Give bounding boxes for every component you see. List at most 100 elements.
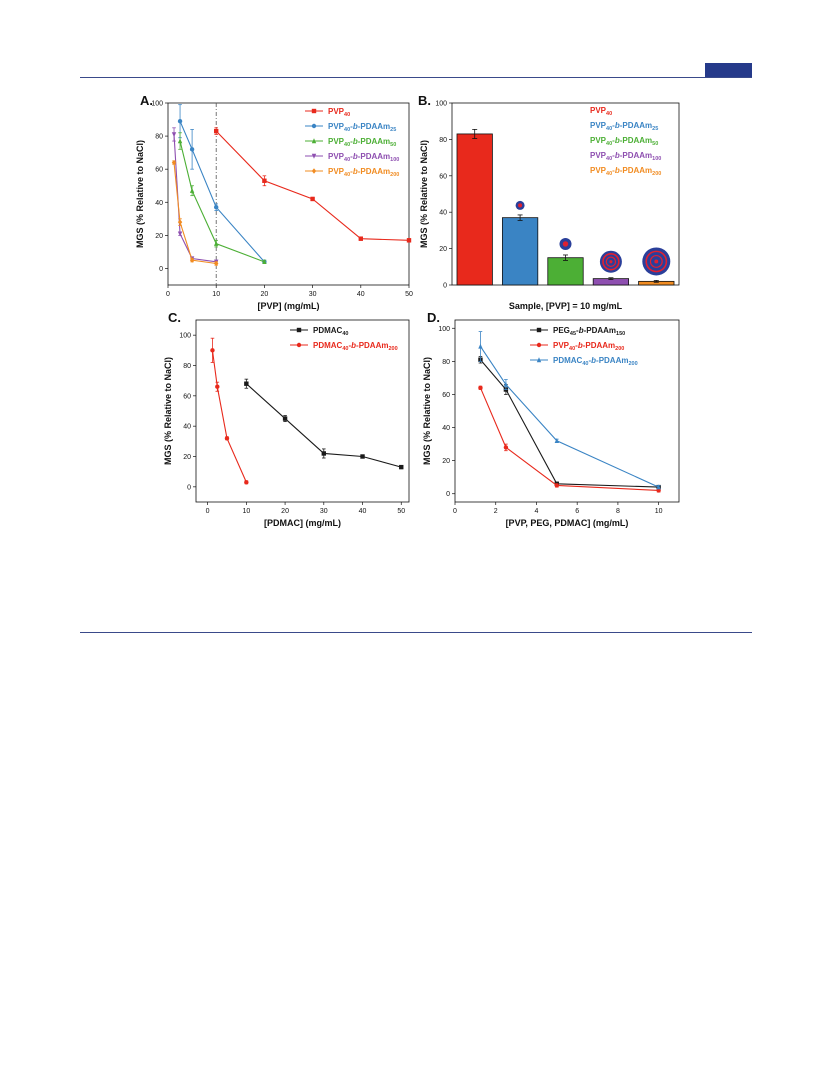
- legend-label: PVP40-b-PDAAm50: [328, 137, 396, 148]
- y-tick-label: 0: [187, 484, 191, 491]
- data-point: [177, 119, 183, 124]
- panel-a: A. 0 20 40 60 80 100 0 10 20 30 40 50 [PVP] (mg/mL) MG…: [135, 93, 413, 311]
- panel-label: A.: [140, 93, 153, 108]
- data-point: [399, 464, 404, 470]
- legend-marker: [311, 123, 317, 129]
- data-point: [321, 451, 326, 456]
- panel-c: C. 0 20 40 60 80 100 0 10 20 30 40 50 [PDMAC] (mg/mL)…: [163, 310, 410, 528]
- panel-label: D.: [427, 310, 440, 325]
- data-point: [358, 236, 363, 241]
- data-point: [554, 483, 560, 488]
- legend-label: PVP40: [590, 106, 612, 117]
- vesicle-core-icon: [609, 260, 613, 264]
- data-point: [214, 128, 219, 134]
- x-axis-label: Sample, [PVP] = 10 mg/mL: [509, 301, 623, 311]
- micelle-core-icon: [518, 203, 523, 208]
- y-tick-label: 60: [183, 393, 191, 400]
- legend-label: PVP40-b-PDAAm50: [590, 136, 658, 147]
- y-tick-label: 20: [442, 458, 450, 465]
- data-point: [244, 480, 249, 485]
- legend-marker: [311, 138, 317, 144]
- bar: [547, 257, 584, 286]
- data-point: [214, 240, 219, 246]
- x-tick-label: 0: [206, 508, 210, 515]
- legend-label: PDMAC40: [313, 326, 348, 337]
- y-tick-label: 100: [438, 326, 450, 333]
- data-point: [189, 257, 195, 263]
- legend-label: PEG45-b-PDAAm150: [553, 326, 625, 337]
- data-point: [244, 381, 249, 386]
- x-tick-label: 0: [166, 291, 170, 298]
- y-axis-label: MGS (% Relative to NaCl): [135, 140, 145, 248]
- data-point: [189, 147, 195, 152]
- x-tick-label: 10: [655, 508, 663, 515]
- y-axis-label: MGS (% Relative to NaCl): [163, 357, 173, 465]
- x-axis-label: [PVP, PEG, PDMAC] (mg/mL): [506, 518, 629, 528]
- data-point: [554, 438, 560, 443]
- x-tick-label: 8: [616, 508, 620, 515]
- y-axis-label: MGS (% Relative to NaCl): [422, 357, 432, 465]
- x-tick-label: 20: [261, 291, 269, 298]
- legend-label: PVP40-b-PDAAm200: [553, 341, 624, 352]
- series-line: [215, 130, 410, 241]
- series-line: [479, 387, 659, 491]
- legend-label: PDMAC40-b-PDAAm200: [553, 356, 638, 367]
- legend-label: PVP40-b-PDAAm100: [590, 151, 661, 162]
- data-point: [310, 196, 315, 202]
- legend-marker: [536, 327, 542, 333]
- series-line: [173, 134, 217, 263]
- data-point: [210, 348, 215, 353]
- y-tick-label: 100: [435, 101, 447, 108]
- series-line: [173, 162, 217, 265]
- x-tick-label: 2: [494, 508, 498, 515]
- bar: [501, 217, 539, 286]
- legend-label: PVP40-b-PDAAm200: [328, 167, 399, 178]
- x-tick-label: 50: [397, 508, 405, 515]
- plot-frame: [454, 319, 680, 503]
- plot-frame: [167, 102, 410, 286]
- data-point: [656, 488, 661, 493]
- y-tick-label: 20: [439, 246, 447, 253]
- data-point: [177, 138, 183, 144]
- vesicle-membrane-icon: [605, 256, 617, 267]
- header-rule: [80, 77, 752, 78]
- legend-label: PDMAC40-b-PDAAm200: [313, 341, 398, 352]
- y-tick-label: 40: [439, 210, 447, 217]
- data-point: [171, 132, 177, 138]
- data-point: [262, 178, 267, 183]
- y-tick-label: 80: [155, 134, 163, 141]
- data-point: [360, 454, 365, 459]
- legend-marker: [536, 342, 542, 348]
- legend-marker: [536, 357, 542, 363]
- x-axis-label: [PDMAC] (mg/mL): [264, 518, 341, 528]
- panel-label: C.: [168, 310, 181, 325]
- vesicle-membrane-icon: [649, 254, 663, 268]
- legend-marker: [311, 153, 317, 159]
- data-point: [214, 260, 219, 267]
- footer-rule: [80, 632, 752, 633]
- x-tick-label: 30: [309, 291, 317, 298]
- y-tick-label: 40: [183, 424, 191, 431]
- y-tick-label: 60: [439, 173, 447, 180]
- micelle-core-icon: [562, 241, 569, 247]
- y-tick-label: 80: [442, 359, 450, 366]
- legend-label: PVP40: [328, 107, 350, 118]
- y-tick-label: 0: [446, 491, 450, 498]
- data-point: [189, 187, 195, 193]
- legend-marker: [296, 342, 302, 348]
- legend-label: PVP40-b-PDAAm25: [328, 122, 396, 133]
- legend-label: PVP40-b-PDAAm100: [328, 152, 399, 163]
- data-point: [503, 381, 509, 387]
- x-tick-label: 50: [405, 291, 413, 298]
- y-tick-label: 60: [442, 392, 450, 399]
- y-tick-label: 80: [183, 363, 191, 370]
- y-axis-label: MGS (% Relative to NaCl): [419, 140, 429, 248]
- data-point: [177, 219, 183, 225]
- data-point: [478, 385, 483, 391]
- x-tick-label: 10: [242, 508, 250, 515]
- bar: [456, 133, 493, 286]
- panel-label: B.: [418, 93, 431, 108]
- legend-marker: [311, 108, 317, 114]
- legend-label: PVP40-b-PDAAm25: [590, 121, 658, 132]
